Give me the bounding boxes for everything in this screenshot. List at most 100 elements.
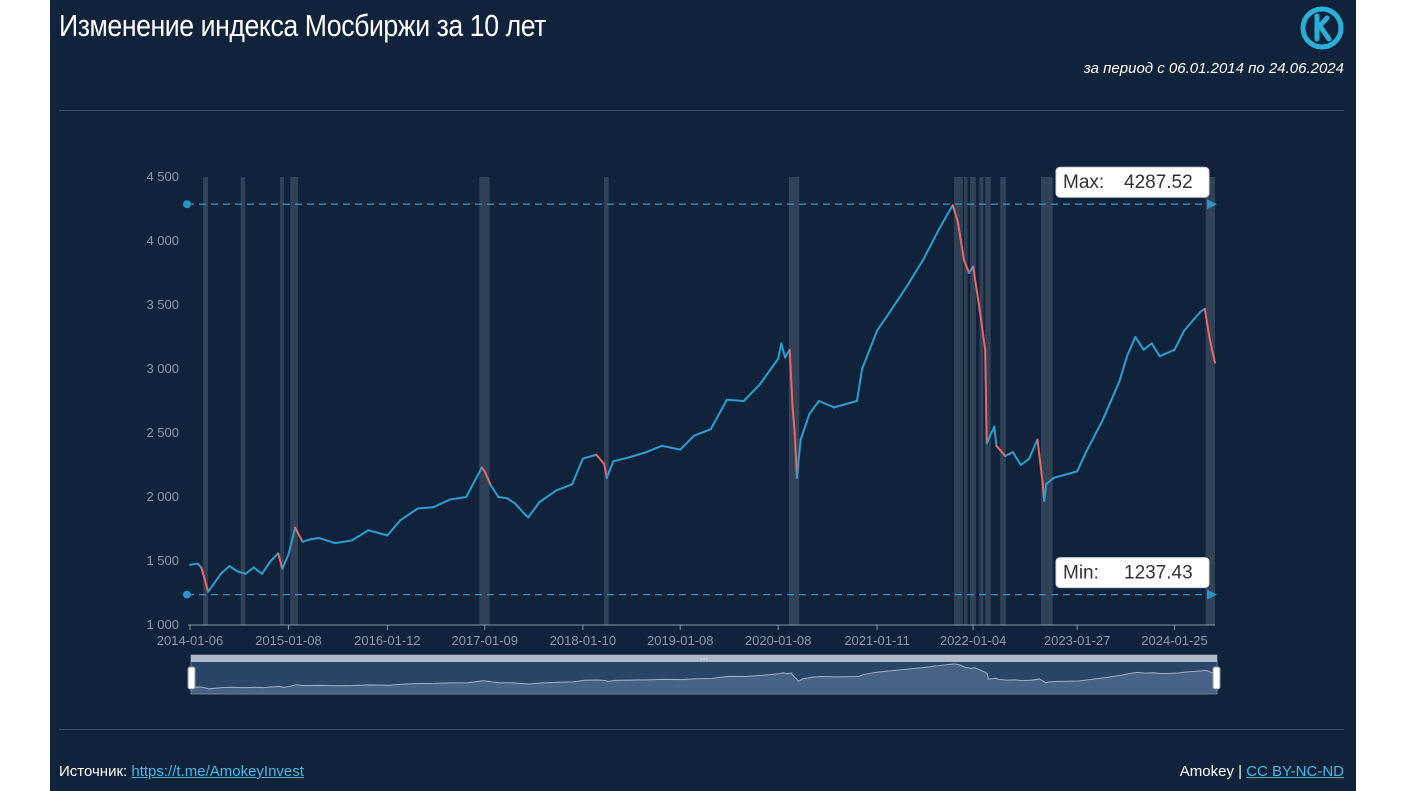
- series-segment: [861, 329, 879, 370]
- series-segment: [206, 584, 214, 593]
- license-link[interactable]: CC BY-NC-ND: [1246, 763, 1344, 780]
- series-segment: [189, 562, 199, 566]
- series-segment: [876, 310, 892, 332]
- series-segment: [889, 284, 909, 313]
- series-segment: [1158, 348, 1176, 358]
- series-segment: [1004, 451, 1014, 458]
- series-segment: [448, 496, 468, 501]
- shaded-period: [1040, 177, 1053, 625]
- y-tick-label: 1 000: [146, 617, 179, 632]
- series-segment: [483, 470, 492, 487]
- marker-label-name: Max:: [1063, 172, 1104, 193]
- series-segment: [522, 511, 530, 519]
- series-segment: [679, 434, 696, 451]
- period-subtitle: за период с 06.01.2014 по 24.06.2024: [1083, 60, 1344, 77]
- series-segment: [281, 553, 290, 570]
- shaded-period: [1205, 177, 1215, 625]
- series-segment: [661, 444, 682, 451]
- series-segment: [497, 496, 509, 500]
- x-tick-label: 2014-01-06: [157, 633, 224, 648]
- series-segment: [791, 406, 796, 434]
- k-circle-logo-icon: [1300, 6, 1344, 50]
- series-segment: [758, 357, 780, 386]
- x-axis: 2014-01-06 2015-01-08 2016-01-12 2017-01-09…: [157, 624, 1215, 648]
- source-link[interactable]: https://t.me/AmokeyInvest: [131, 763, 304, 780]
- grip-dots-icon[interactable]: ···: [700, 655, 709, 665]
- zoom-drag-bar[interactable]: [191, 655, 1217, 662]
- series-segment: [350, 529, 370, 542]
- zoom-handle-left[interactable]: [187, 666, 196, 690]
- series-segment: [1142, 342, 1153, 351]
- x-tick-label: 2018-01-10: [550, 633, 617, 648]
- series-segment: [1043, 483, 1048, 502]
- shaded-period: [1000, 177, 1006, 625]
- series-segment: [294, 526, 304, 543]
- y-axis: 1 000 1 500 2 000 2 500 3 000 3 500 4 000 4 500: [146, 169, 179, 632]
- line-chart[interactable]: 1 000 1 500 2 000 2 500 3 000 3 500 4 000 4 500…: [50, 0, 1356, 720]
- y-tick-label: 4 000: [146, 233, 179, 248]
- series-segment: [309, 536, 320, 541]
- series-segment: [260, 560, 272, 575]
- series-segment: [277, 552, 284, 570]
- series-segment: [1019, 457, 1031, 466]
- chart-card: Изменение индекса Мосбиржи за 10 лет за …: [50, 0, 1356, 791]
- series-segment: [1126, 336, 1137, 358]
- series-segment: [416, 506, 435, 510]
- series-segment: [367, 529, 389, 537]
- shaded-period: [985, 177, 991, 625]
- zoom-handle-right[interactable]: [1212, 666, 1221, 690]
- series-segment: [956, 220, 965, 262]
- series-segment: [219, 565, 231, 575]
- shaded-period: [479, 177, 490, 625]
- series-segment: [301, 538, 312, 543]
- shaded-period: [203, 177, 208, 625]
- series-segment: [938, 204, 954, 230]
- series-segment: [538, 489, 558, 504]
- reference-arrow: [1207, 199, 1217, 210]
- x-tick-label: 2021-01-11: [844, 633, 910, 648]
- series-segment: [1101, 380, 1121, 422]
- x-tick-label: 2019-01-08: [647, 633, 714, 648]
- series-segment: [432, 498, 451, 509]
- series-segment: [287, 526, 297, 556]
- series-segment: [993, 425, 998, 447]
- series-segment: [951, 204, 959, 223]
- shaded-period: [970, 177, 976, 625]
- divider: [59, 110, 1344, 111]
- series-segment: [489, 484, 500, 498]
- series-segment: [506, 497, 517, 505]
- shaded-period: [788, 177, 800, 625]
- series-segment: [581, 453, 598, 460]
- series-segment: [1211, 348, 1216, 364]
- shaded-period: [979, 177, 984, 625]
- series-segment: [595, 453, 606, 465]
- series-segment: [1011, 451, 1022, 466]
- series-segment: [788, 348, 794, 409]
- x-tick-label: 2016-01-12: [354, 633, 421, 648]
- series-segment: [465, 466, 483, 498]
- series-segment: [808, 400, 820, 415]
- series-segment: [527, 501, 541, 519]
- source-label: Источник:: [59, 763, 128, 780]
- series-segment: [252, 566, 263, 575]
- x-tick-label: 2022-01-04: [940, 633, 1007, 648]
- series-segment: [693, 428, 712, 437]
- y-tick-label: 4 500: [146, 169, 179, 184]
- series-segment: [977, 304, 987, 351]
- source-footer: Источник: https://t.me/AmokeyInvest: [59, 763, 304, 780]
- series-segment: [906, 259, 924, 287]
- zoom-slider: ···: [187, 654, 1221, 695]
- marker-labels: Max: 4287.52 Min: 1237.43: [1055, 166, 1210, 589]
- shaded-period: [954, 177, 963, 625]
- series-segment: [1036, 438, 1044, 486]
- series-segment: [269, 552, 280, 562]
- shaded-period: [280, 177, 284, 625]
- series-segment: [1173, 329, 1186, 351]
- series-segment: [972, 265, 980, 306]
- marker-label-name: Min:: [1063, 563, 1099, 584]
- y-tick-label: 3 000: [146, 361, 179, 376]
- series-segment: [1085, 419, 1104, 454]
- shaded-periods: [203, 177, 1215, 625]
- marker-label-box: [1055, 166, 1210, 198]
- marker-label-box: [1055, 557, 1210, 589]
